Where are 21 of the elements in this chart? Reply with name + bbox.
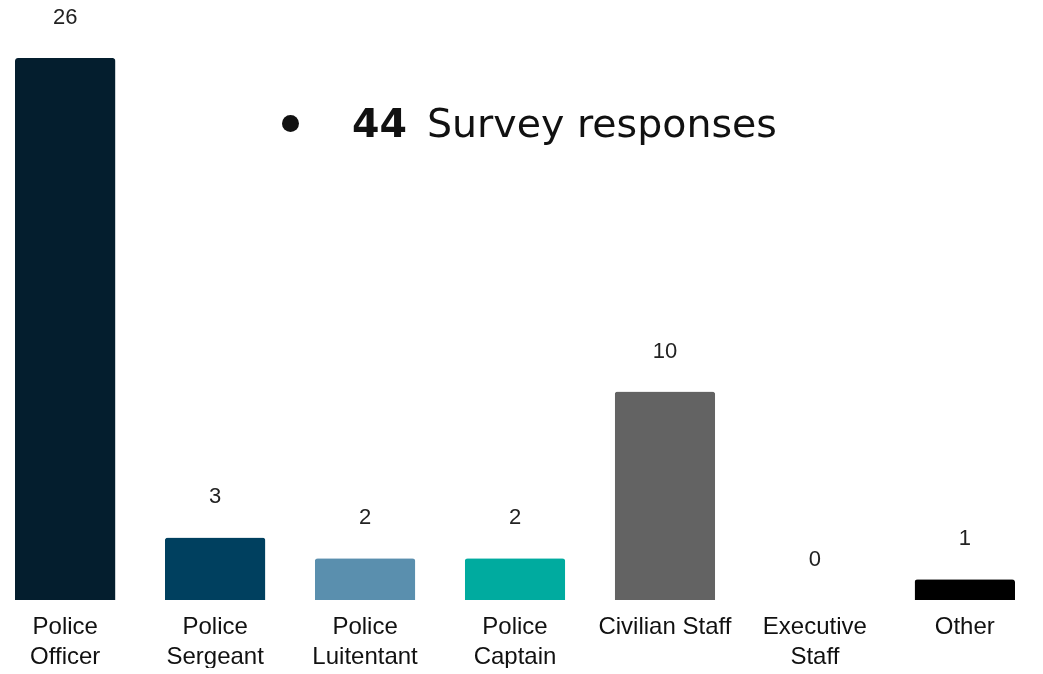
data-label: 2 <box>358 504 372 530</box>
data-label: 1 <box>958 525 971 551</box>
bar <box>914 579 1016 600</box>
bar <box>14 58 116 600</box>
annotation: 44 Survey responses <box>352 100 777 146</box>
x-tick-label: Civilian Staff <box>598 611 732 639</box>
bar <box>314 558 416 600</box>
x-tick-label: Police Sergeant <box>166 611 265 669</box>
data-label: 0 <box>808 546 821 571</box>
data-label: 3 <box>209 483 222 509</box>
x-tick-label: Executive Staff <box>762 611 867 669</box>
x-tick-label: Police Captain <box>473 611 557 669</box>
x-tick-label: Police Officer <box>30 611 101 669</box>
x-tick-label: Other <box>934 611 995 639</box>
bar <box>464 558 566 600</box>
data-label: 26 <box>52 4 78 29</box>
bar <box>614 391 716 600</box>
bar <box>164 537 266 600</box>
x-tick-label: Police Luitentant <box>312 611 419 669</box>
data-label: 2 <box>508 504 522 530</box>
data-label: 10 <box>652 337 678 363</box>
